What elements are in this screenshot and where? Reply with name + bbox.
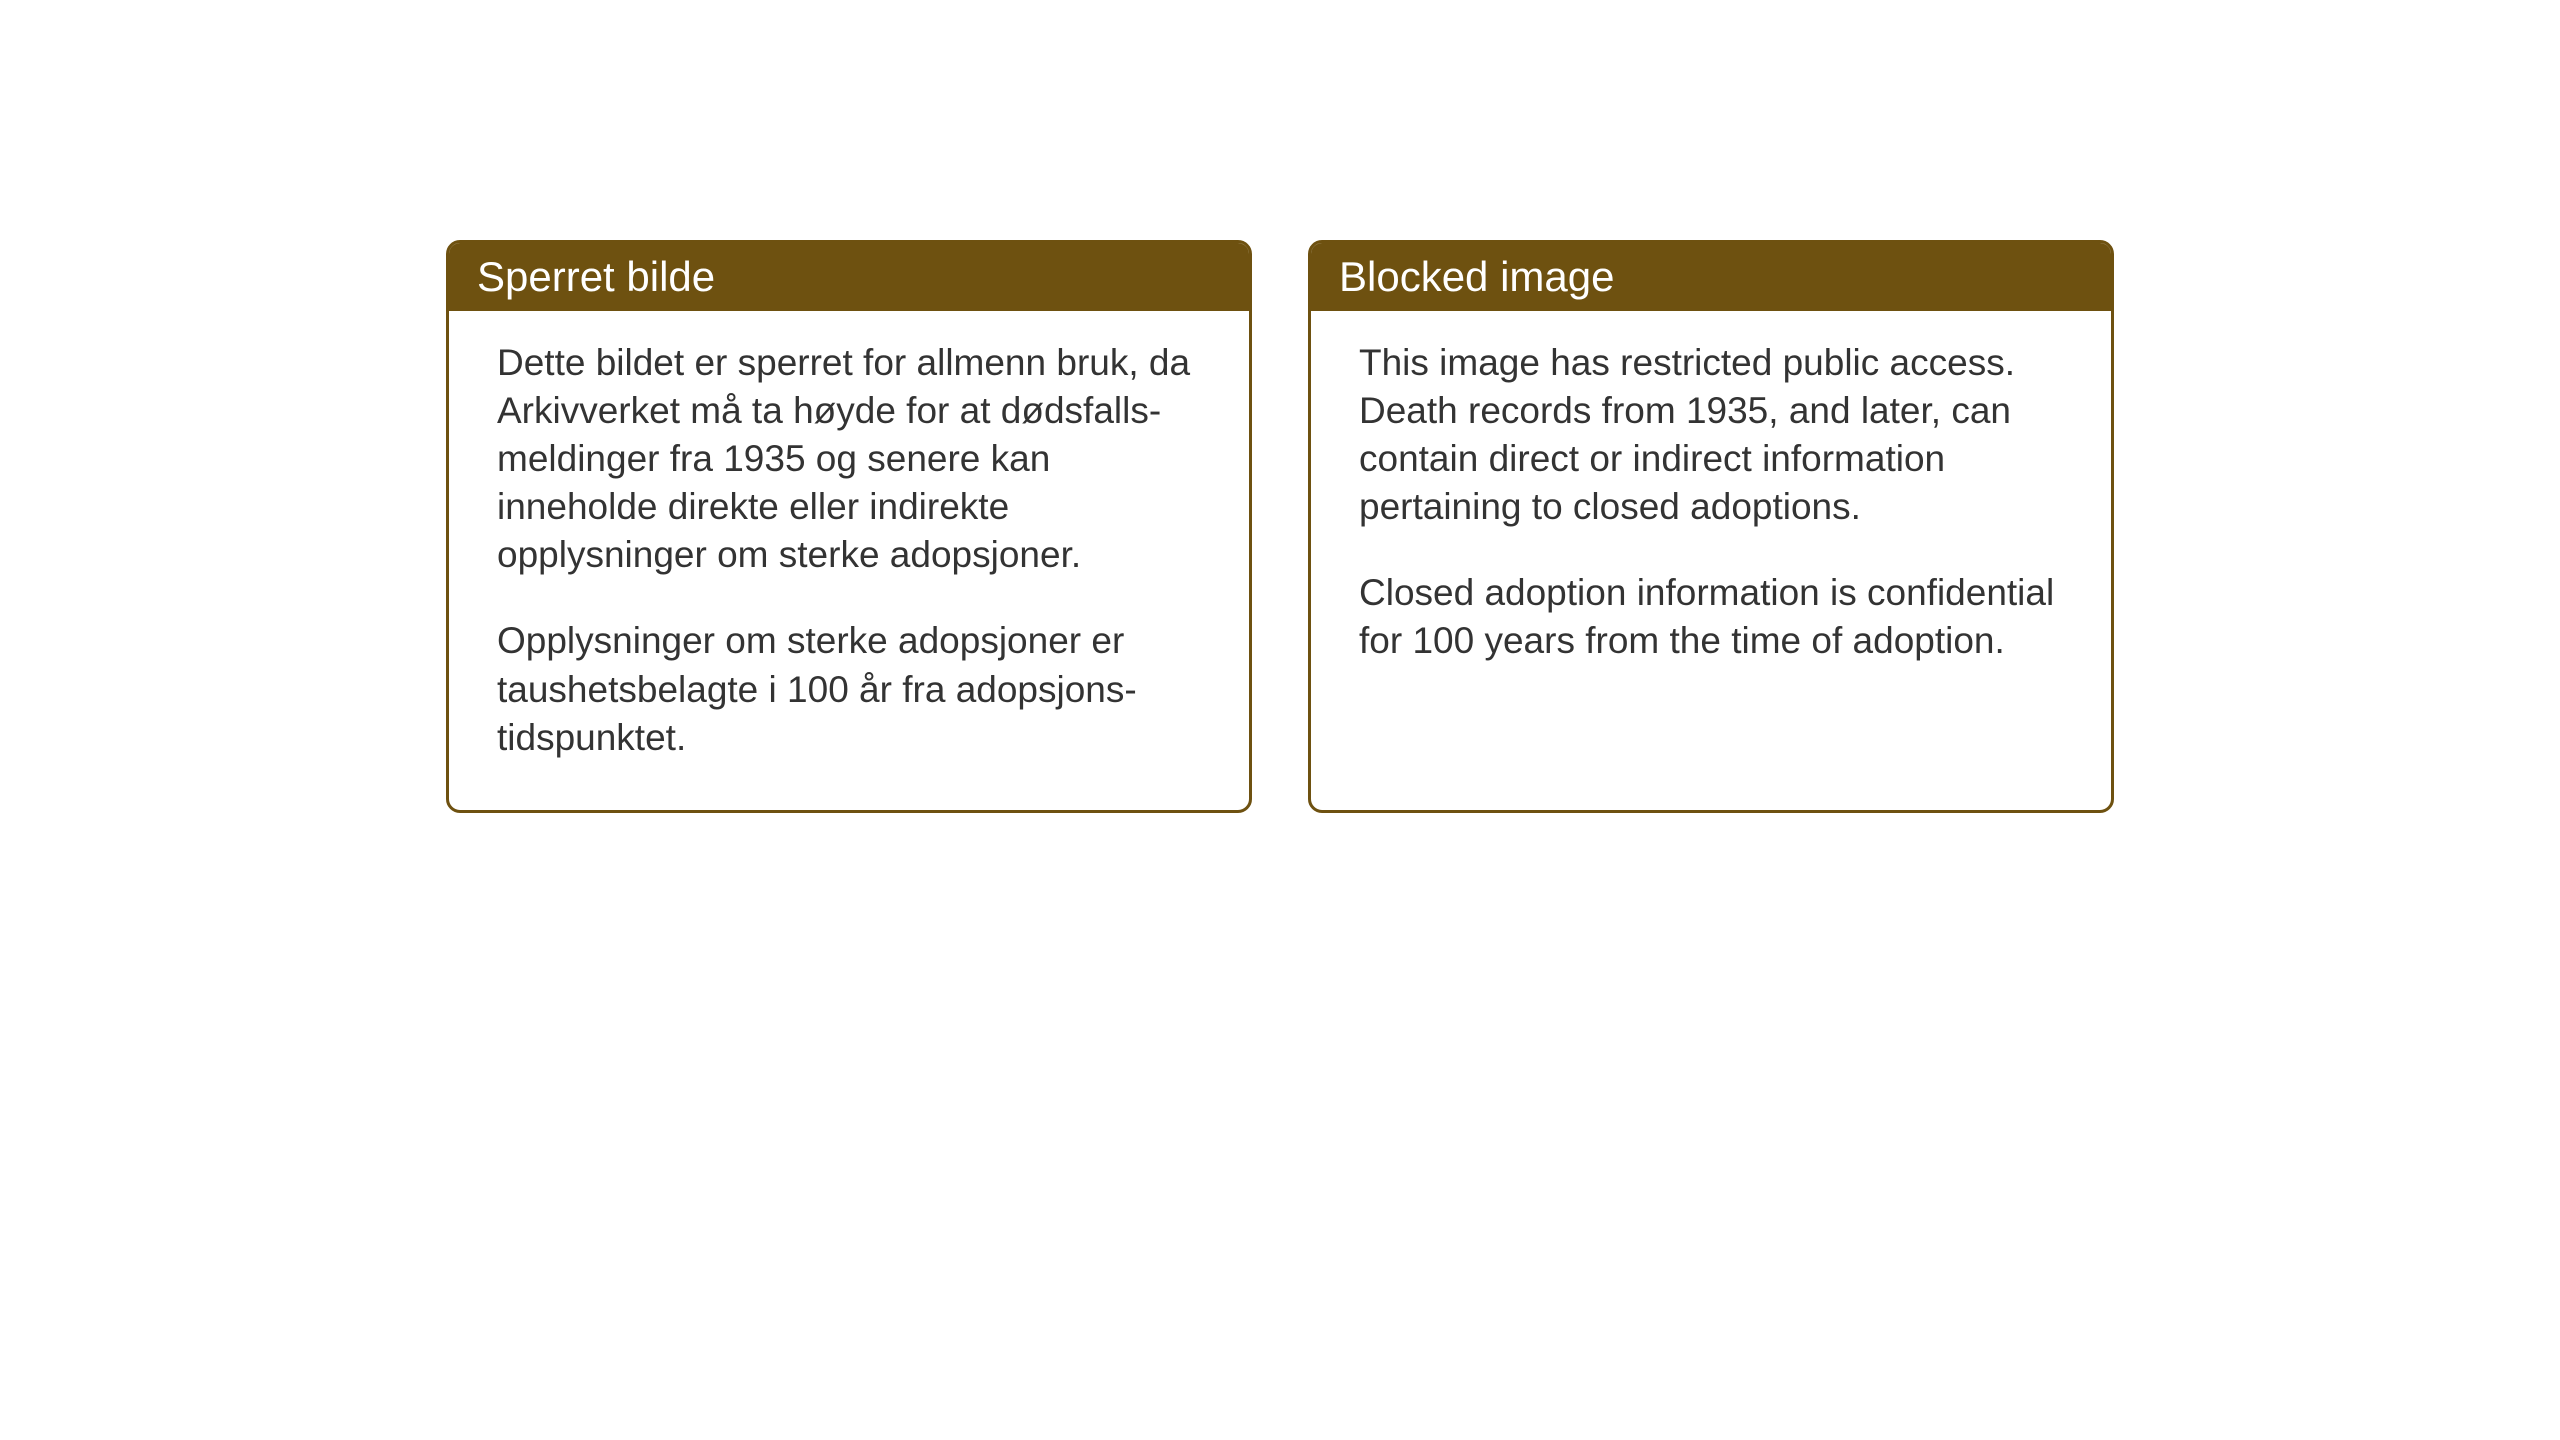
notice-card-norwegian: Sperret bilde Dette bildet er sperret fo… bbox=[446, 240, 1252, 813]
notice-container: Sperret bilde Dette bildet er sperret fo… bbox=[446, 240, 2114, 813]
card-title-norwegian: Sperret bilde bbox=[477, 253, 715, 300]
card-header-norwegian: Sperret bilde bbox=[449, 243, 1249, 311]
card-paragraph-2-norwegian: Opplysninger om sterke adopsjoner er tau… bbox=[497, 617, 1201, 761]
card-paragraph-2-english: Closed adoption information is confident… bbox=[1359, 569, 2063, 665]
card-title-english: Blocked image bbox=[1339, 253, 1614, 300]
card-paragraph-1-english: This image has restricted public access.… bbox=[1359, 339, 2063, 531]
card-body-norwegian: Dette bildet er sperret for allmenn bruk… bbox=[449, 311, 1249, 810]
card-body-english: This image has restricted public access.… bbox=[1311, 311, 2111, 731]
card-paragraph-1-norwegian: Dette bildet er sperret for allmenn bruk… bbox=[497, 339, 1201, 579]
card-header-english: Blocked image bbox=[1311, 243, 2111, 311]
notice-card-english: Blocked image This image has restricted … bbox=[1308, 240, 2114, 813]
